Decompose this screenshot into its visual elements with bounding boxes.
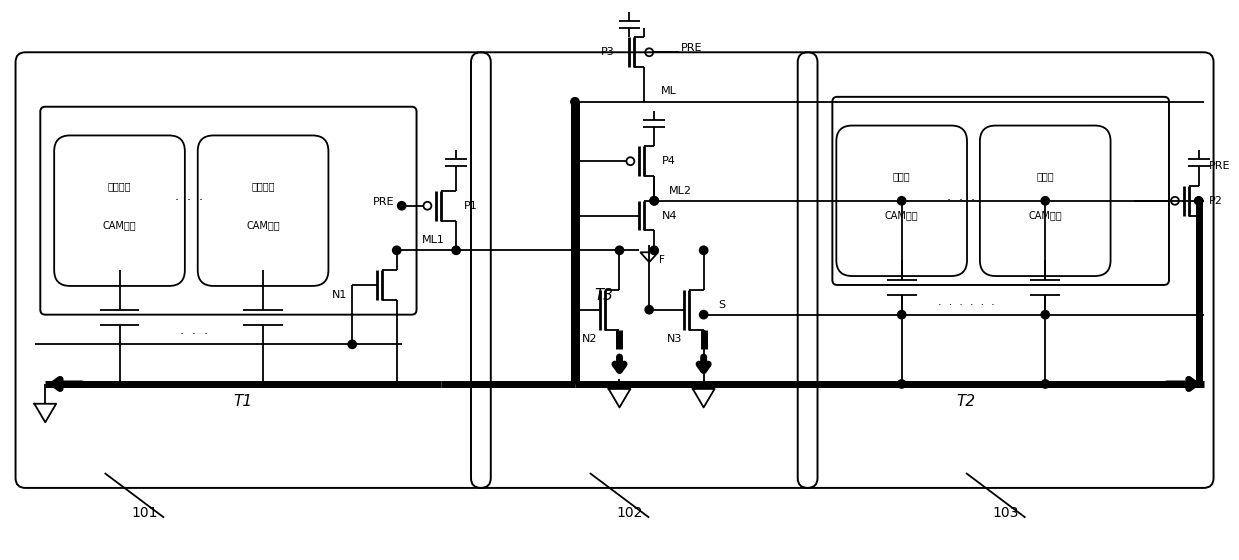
Text: CAM单元: CAM单元 [885, 211, 918, 221]
Text: N3: N3 [667, 334, 681, 344]
Text: 异或型: 异或型 [1036, 171, 1054, 181]
Circle shape [616, 246, 623, 254]
Circle shape [348, 340, 357, 348]
Circle shape [393, 246, 401, 254]
Text: 异或非型: 异或非型 [252, 181, 275, 191]
Circle shape [452, 246, 461, 254]
Text: P1: P1 [465, 200, 478, 211]
Circle shape [650, 246, 658, 254]
Text: ML1: ML1 [421, 235, 445, 245]
Text: ·  ·  ·: · · · [947, 194, 975, 207]
Text: PRE: PRE [681, 43, 703, 53]
Text: P4: P4 [662, 156, 676, 166]
Circle shape [650, 197, 658, 205]
Text: F: F [659, 255, 665, 265]
Text: CAM单元: CAM单元 [103, 221, 136, 231]
Text: T1: T1 [234, 394, 253, 409]
Text: ML2: ML2 [669, 186, 693, 196]
Circle shape [646, 306, 653, 314]
Text: N4: N4 [662, 211, 678, 221]
Text: CAM单元: CAM单元 [247, 221, 280, 231]
Circle shape [650, 197, 658, 205]
Circle shape [1041, 310, 1049, 319]
Circle shape [700, 246, 707, 254]
Text: ·  ·  ·: · · · [180, 328, 208, 341]
Text: ·  ·  ·: · · · [175, 194, 203, 207]
Circle shape [1041, 197, 1049, 205]
Circle shape [897, 197, 906, 205]
Text: S: S [719, 300, 726, 310]
Text: 101: 101 [131, 506, 157, 520]
Text: 102: 102 [616, 506, 643, 520]
Text: 异或非型: 异或非型 [108, 181, 131, 191]
Circle shape [1041, 380, 1049, 388]
Text: T2: T2 [957, 394, 975, 409]
Text: ·  ·  ·  ·  ·  ·: · · · · · · [938, 300, 995, 310]
Text: CAM单元: CAM单元 [1028, 211, 1062, 221]
Circle shape [398, 202, 406, 210]
Text: P2: P2 [1208, 196, 1223, 206]
Text: N2: N2 [582, 334, 597, 344]
Circle shape [571, 97, 579, 106]
Text: P3: P3 [601, 47, 615, 57]
Circle shape [1194, 197, 1203, 205]
Text: PRE: PRE [1208, 161, 1230, 171]
Circle shape [897, 380, 906, 388]
Circle shape [700, 310, 707, 319]
Text: N1: N1 [332, 290, 347, 300]
Text: 103: 103 [992, 506, 1018, 520]
Text: PRE: PRE [373, 197, 395, 207]
Circle shape [897, 310, 906, 319]
Text: 异或型: 异或型 [893, 171, 911, 181]
Text: ML: ML [662, 86, 676, 96]
Text: T3: T3 [595, 288, 613, 303]
